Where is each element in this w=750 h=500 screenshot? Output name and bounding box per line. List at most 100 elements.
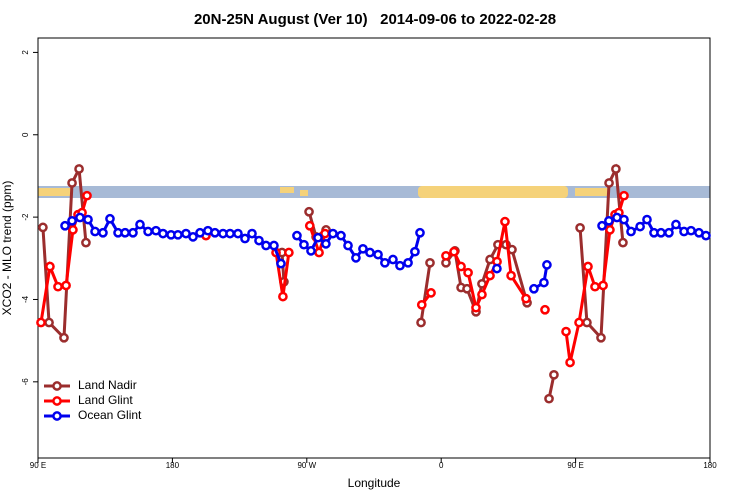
data-point xyxy=(61,280,71,291)
legend-marker xyxy=(52,396,62,406)
data-point xyxy=(598,280,608,291)
data-point xyxy=(351,253,361,263)
data-point xyxy=(529,283,539,294)
y-tick-label: 0 xyxy=(21,132,30,137)
data-point xyxy=(575,222,585,233)
x-tick-label: 90 E xyxy=(567,461,583,470)
data-point xyxy=(416,299,427,310)
data-point xyxy=(380,257,390,268)
data-point xyxy=(574,317,584,328)
data-point xyxy=(68,225,78,235)
data-point xyxy=(188,232,198,242)
y-tick-label: -6 xyxy=(21,378,30,386)
series xyxy=(36,190,629,368)
data-point xyxy=(539,277,549,288)
land-strip xyxy=(280,187,294,193)
data-point xyxy=(626,226,636,237)
data-point xyxy=(278,291,288,302)
x-tick-label: 90 E xyxy=(30,461,46,470)
data-point xyxy=(358,243,368,254)
data-point xyxy=(82,190,92,201)
data-point xyxy=(671,219,681,230)
data-point xyxy=(299,239,309,250)
data-point xyxy=(45,261,55,272)
data-point xyxy=(642,214,652,225)
data-point xyxy=(306,246,316,256)
data-point xyxy=(416,317,426,328)
data-point xyxy=(44,317,54,328)
x-tick-label: 180 xyxy=(166,461,180,470)
data-point xyxy=(456,261,466,272)
data-point xyxy=(664,227,674,238)
data-point xyxy=(506,270,516,281)
data-point xyxy=(686,225,696,236)
data-point xyxy=(313,232,323,243)
data-point xyxy=(90,226,100,237)
data-point xyxy=(619,190,629,201)
data-point xyxy=(38,222,48,233)
data-point xyxy=(388,254,398,265)
x-tick-label: 180 xyxy=(703,461,717,470)
data-point xyxy=(618,237,628,248)
land-strip xyxy=(300,190,308,196)
series xyxy=(60,212,711,294)
data-point xyxy=(582,317,592,328)
data-point xyxy=(195,227,205,238)
data-point xyxy=(225,228,235,239)
y-tick-label: -2 xyxy=(21,213,30,221)
data-point xyxy=(247,228,257,239)
y-axis-label: XCO2 - MLO trend (ppm) xyxy=(0,181,14,316)
data-point xyxy=(67,215,77,226)
data-point xyxy=(74,164,84,174)
data-point xyxy=(425,257,435,268)
data-point xyxy=(395,260,405,271)
legend-marker xyxy=(52,411,62,421)
data-point xyxy=(304,220,315,231)
legend-label: Ocean Glint xyxy=(78,408,142,422)
data-point xyxy=(471,302,481,313)
data-point xyxy=(83,214,93,225)
data-point xyxy=(656,227,666,238)
data-point xyxy=(441,250,451,261)
y-tick-label: -4 xyxy=(21,295,30,303)
data-point xyxy=(105,213,115,224)
data-point xyxy=(410,246,420,257)
legend-label: Land Nadir xyxy=(78,378,137,392)
y-tick-label: 2 xyxy=(21,50,30,55)
data-point xyxy=(549,369,559,380)
data-point xyxy=(98,227,108,238)
data-point xyxy=(544,393,554,404)
data-point xyxy=(403,257,413,268)
data-point xyxy=(53,281,63,292)
data-point xyxy=(276,258,286,269)
data-point xyxy=(304,206,314,217)
data-point xyxy=(173,229,183,240)
data-point xyxy=(485,270,495,281)
data-point xyxy=(365,247,375,258)
map-strip xyxy=(38,186,710,198)
x-tick-label: 90 W xyxy=(297,461,316,470)
data-point xyxy=(492,263,502,274)
data-point xyxy=(240,233,250,244)
data-point xyxy=(284,247,294,258)
data-point xyxy=(67,178,77,188)
data-point xyxy=(449,246,459,257)
data-point xyxy=(292,230,302,241)
data-point xyxy=(583,261,593,272)
data-point xyxy=(36,317,46,328)
land-strip xyxy=(418,186,568,198)
data-point xyxy=(590,281,600,292)
land-strip xyxy=(38,188,72,196)
data-point xyxy=(128,227,138,238)
data-point xyxy=(540,304,550,315)
data-point xyxy=(565,357,575,368)
data-point xyxy=(143,226,153,237)
data-point xyxy=(120,227,130,238)
data-point xyxy=(635,221,645,232)
land-strip xyxy=(575,188,609,196)
plot-frame xyxy=(37,37,711,459)
x-tick-label: 0 xyxy=(439,461,444,470)
data-point xyxy=(328,228,338,239)
data-point xyxy=(605,225,615,235)
